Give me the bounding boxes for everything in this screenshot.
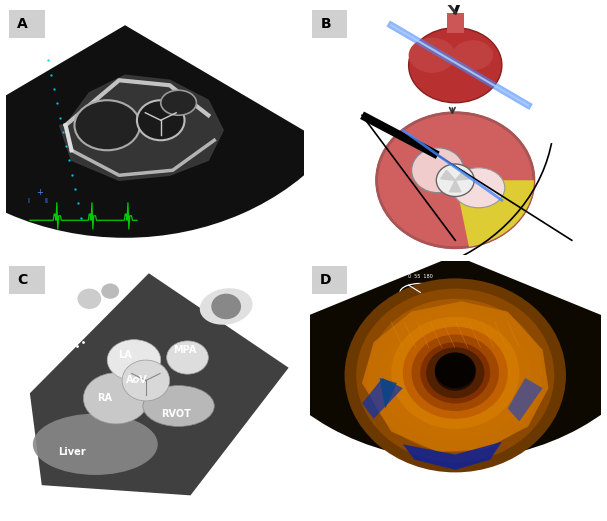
- Wedge shape: [244, 255, 607, 460]
- Ellipse shape: [167, 341, 208, 374]
- Text: A: A: [17, 17, 28, 31]
- Text: RVOT: RVOT: [161, 408, 191, 419]
- FancyBboxPatch shape: [313, 266, 347, 294]
- Ellipse shape: [75, 100, 140, 150]
- Text: LA: LA: [118, 350, 132, 360]
- Ellipse shape: [200, 288, 253, 325]
- Polygon shape: [30, 273, 289, 495]
- Text: 0  55  180: 0 55 180: [408, 275, 433, 279]
- Polygon shape: [59, 75, 223, 180]
- FancyBboxPatch shape: [313, 10, 347, 38]
- Text: D: D: [320, 272, 331, 287]
- Circle shape: [435, 352, 476, 388]
- Circle shape: [435, 355, 476, 391]
- Text: B: B: [320, 17, 331, 31]
- Circle shape: [412, 148, 464, 193]
- Ellipse shape: [452, 168, 505, 208]
- Polygon shape: [450, 180, 461, 192]
- Circle shape: [78, 289, 101, 309]
- Circle shape: [356, 289, 554, 462]
- Text: +: +: [36, 188, 42, 197]
- Text: I: I: [27, 198, 29, 204]
- Text: C: C: [18, 272, 27, 287]
- Circle shape: [403, 327, 507, 419]
- Circle shape: [420, 342, 490, 403]
- Ellipse shape: [409, 38, 455, 73]
- Circle shape: [368, 299, 543, 452]
- Circle shape: [391, 317, 520, 429]
- Wedge shape: [455, 180, 534, 247]
- FancyBboxPatch shape: [9, 266, 45, 294]
- Ellipse shape: [452, 40, 493, 70]
- Ellipse shape: [107, 340, 161, 380]
- Polygon shape: [379, 378, 397, 408]
- Circle shape: [379, 309, 531, 442]
- Polygon shape: [362, 301, 549, 452]
- Circle shape: [137, 100, 185, 140]
- Wedge shape: [0, 25, 332, 238]
- Text: RA: RA: [97, 393, 112, 403]
- Ellipse shape: [409, 28, 502, 103]
- Circle shape: [101, 283, 119, 299]
- Bar: [447, 13, 464, 33]
- Text: E: E: [53, 345, 60, 355]
- Circle shape: [122, 360, 169, 401]
- Ellipse shape: [143, 386, 214, 426]
- Polygon shape: [441, 170, 455, 180]
- Text: 0  72  180: 0 72 180: [211, 44, 236, 49]
- Polygon shape: [403, 442, 502, 470]
- Ellipse shape: [161, 90, 197, 115]
- Text: AoV: AoV: [126, 376, 148, 386]
- Circle shape: [376, 113, 534, 248]
- Text: MPA: MPA: [173, 345, 196, 355]
- Circle shape: [412, 334, 499, 411]
- Polygon shape: [455, 170, 470, 180]
- Polygon shape: [362, 378, 403, 419]
- Circle shape: [211, 294, 241, 319]
- Ellipse shape: [33, 414, 158, 475]
- Circle shape: [426, 348, 484, 399]
- Ellipse shape: [83, 373, 149, 424]
- Circle shape: [436, 164, 474, 196]
- Text: Liver: Liver: [58, 447, 86, 457]
- FancyBboxPatch shape: [9, 10, 45, 38]
- Circle shape: [345, 278, 566, 473]
- Polygon shape: [507, 378, 543, 421]
- Text: II: II: [45, 198, 49, 204]
